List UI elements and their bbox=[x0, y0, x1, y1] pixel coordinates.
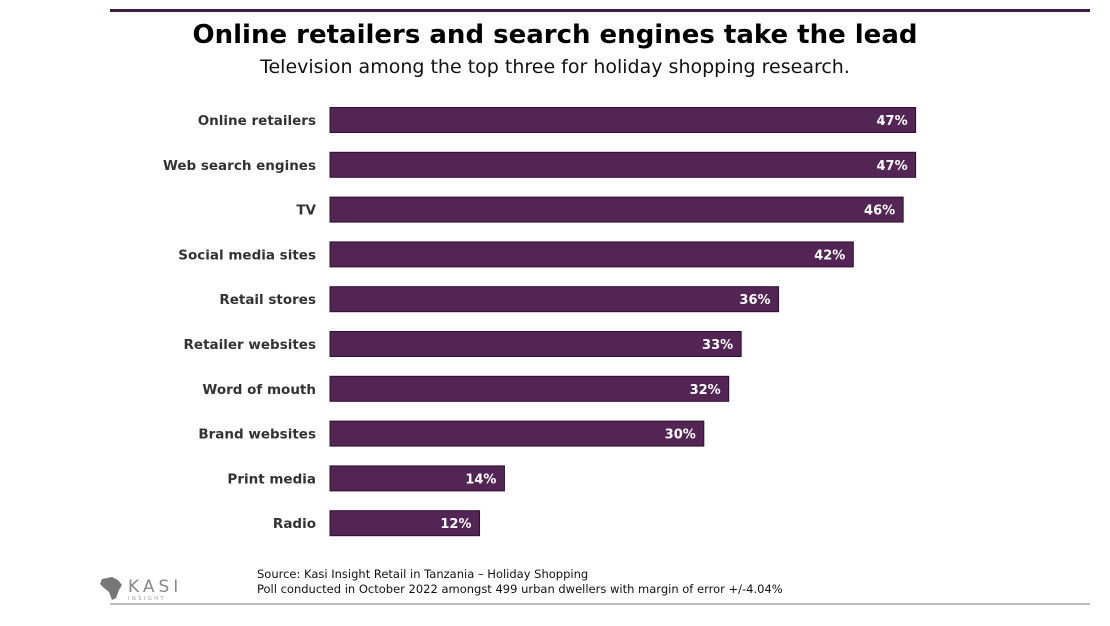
bar bbox=[329, 420, 705, 447]
category-label: Word of mouth bbox=[202, 382, 316, 398]
data-label: 30% bbox=[665, 428, 696, 443]
category-label: TV bbox=[296, 203, 316, 219]
bar bbox=[329, 465, 505, 492]
category-label: Print media bbox=[227, 471, 316, 487]
source-note: Source: Kasi Insight Retail in Tanzania … bbox=[257, 567, 783, 597]
bar bbox=[329, 331, 742, 357]
data-label: 33% bbox=[702, 338, 733, 353]
data-label: 46% bbox=[864, 204, 895, 219]
top-rule bbox=[110, 9, 1090, 12]
category-label: Retail stores bbox=[219, 292, 316, 308]
bar bbox=[329, 286, 780, 313]
data-label: 47% bbox=[876, 114, 907, 129]
category-label: Retailer websites bbox=[184, 337, 316, 353]
data-label: 47% bbox=[876, 159, 907, 174]
bar bbox=[329, 510, 481, 537]
kasi-logo: KASI INSIGHT bbox=[98, 576, 208, 606]
data-label: 36% bbox=[739, 293, 770, 308]
svg-text:INSIGHT: INSIGHT bbox=[128, 596, 166, 602]
data-label: 42% bbox=[814, 248, 845, 263]
bottom-rule bbox=[110, 603, 1090, 605]
bar bbox=[329, 151, 917, 178]
bar bbox=[329, 375, 730, 402]
poll-note: Poll conducted in October 2022 amongst 4… bbox=[257, 582, 783, 596]
data-label: 32% bbox=[690, 383, 721, 398]
category-label: Online retailers bbox=[198, 113, 316, 129]
chart-title: Online retailers and search engines take… bbox=[192, 20, 918, 50]
category-label: Brand websites bbox=[198, 427, 316, 443]
chart-subtitle: Television among the top three for holid… bbox=[260, 56, 850, 78]
data-label: 12% bbox=[440, 517, 471, 532]
data-label: 14% bbox=[465, 472, 496, 487]
category-label: Web search engines bbox=[163, 158, 316, 174]
category-label: Social media sites bbox=[178, 247, 316, 263]
svg-text:KASI: KASI bbox=[128, 577, 182, 597]
bar bbox=[329, 196, 904, 223]
category-label: Radio bbox=[273, 516, 316, 532]
source-text: Source: Kasi Insight Retail in Tanzania … bbox=[257, 567, 589, 581]
bar bbox=[329, 241, 854, 268]
bar bbox=[329, 107, 917, 133]
